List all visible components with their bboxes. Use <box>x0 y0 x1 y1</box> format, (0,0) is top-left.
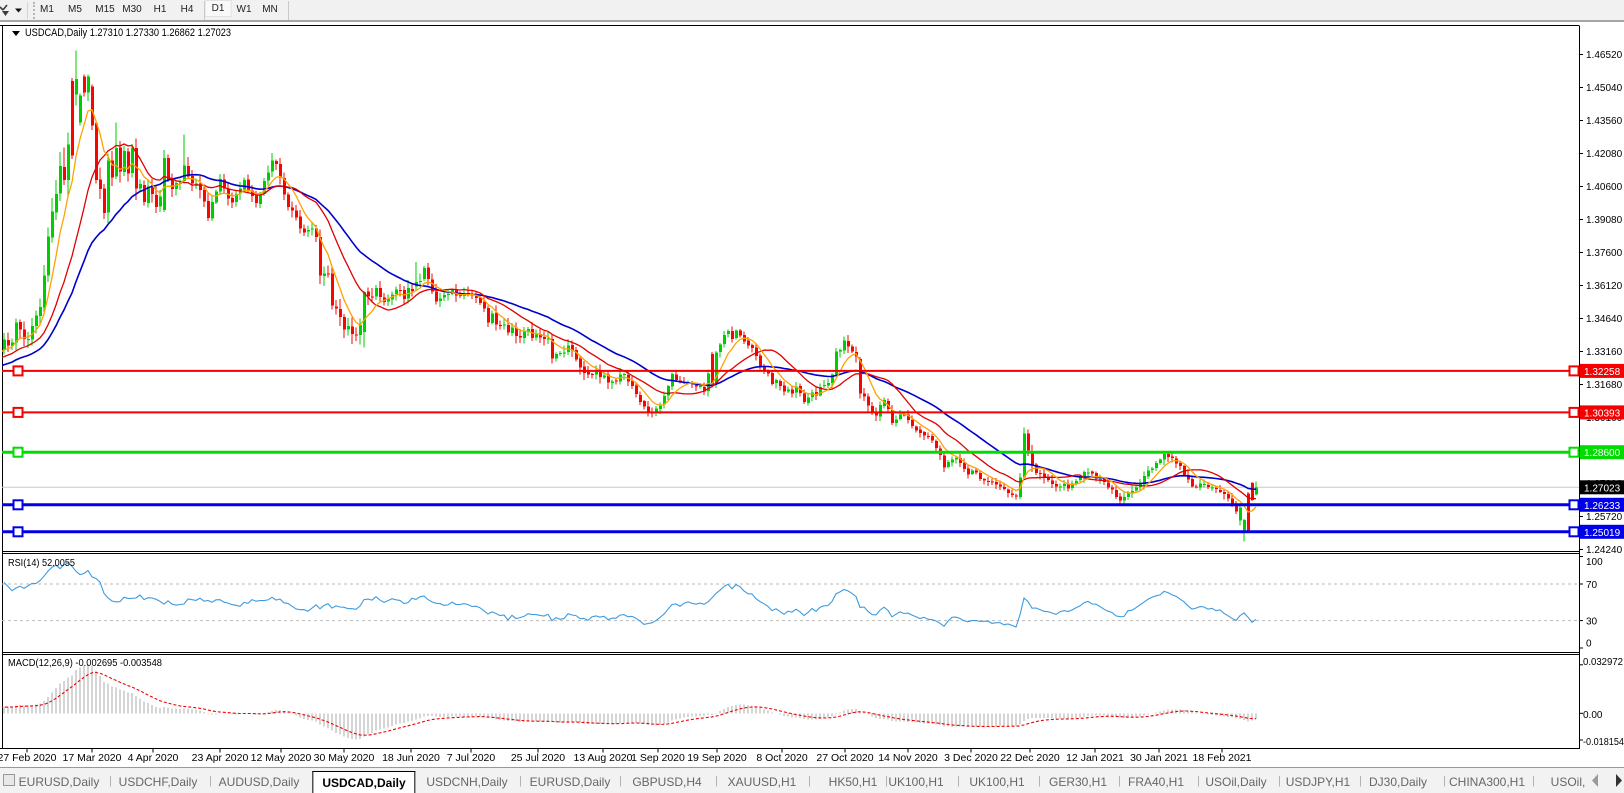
svg-text:1.37600: 1.37600 <box>1586 248 1623 259</box>
svg-text:USDCAD,Daily 1.27310 1.27330: USDCAD,Daily 1.27310 1.27330 1.26862 1.2… <box>25 27 231 39</box>
svg-text:MACD(12,26,9) -0.002695 -0.003: MACD(12,26,9) -0.002695 -0.003548 <box>8 658 162 669</box>
svg-text:4 Apr 2020: 4 Apr 2020 <box>128 752 179 764</box>
svg-text:-0.018154: -0.018154 <box>1583 737 1624 748</box>
svg-text:1 Sep 2020: 1 Sep 2020 <box>631 752 685 764</box>
svg-text:1.34640: 1.34640 <box>1586 314 1623 325</box>
svg-text:1.24240: 1.24240 <box>1586 545 1623 556</box>
svg-text:19 Sep 2020: 19 Sep 2020 <box>687 752 747 764</box>
svg-text:1.27023: 1.27023 <box>1584 483 1621 494</box>
svg-text:25 Jul 2020: 25 Jul 2020 <box>511 752 565 764</box>
svg-text:1.26233: 1.26233 <box>1584 501 1621 512</box>
svg-text:7 Jul 2020: 7 Jul 2020 <box>447 752 496 764</box>
svg-text:18 Feb 2021: 18 Feb 2021 <box>1193 752 1252 764</box>
svg-text:30 May 2020: 30 May 2020 <box>314 752 375 764</box>
svg-text:1.40600: 1.40600 <box>1586 182 1623 193</box>
svg-text:1.43560: 1.43560 <box>1586 116 1623 127</box>
svg-text:1.31680: 1.31680 <box>1586 380 1623 391</box>
svg-text:70: 70 <box>1586 580 1598 591</box>
svg-text:13 Aug 2020: 13 Aug 2020 <box>574 752 633 764</box>
svg-text:12 Jan 2021: 12 Jan 2021 <box>1066 752 1124 764</box>
svg-text:14 Nov 2020: 14 Nov 2020 <box>878 752 938 764</box>
svg-text:RSI(14) 52.0055: RSI(14) 52.0055 <box>8 558 75 569</box>
svg-text:17 Mar 2020: 17 Mar 2020 <box>63 752 122 764</box>
svg-text:27 Feb 2020: 27 Feb 2020 <box>0 752 57 764</box>
svg-text:1.33160: 1.33160 <box>1586 347 1623 358</box>
svg-text:1.25720: 1.25720 <box>1586 512 1623 523</box>
svg-text:23 Apr 2020: 23 Apr 2020 <box>192 752 249 764</box>
svg-text:8 Oct 2020: 8 Oct 2020 <box>756 752 808 764</box>
svg-text:1.45040: 1.45040 <box>1586 83 1623 94</box>
svg-text:1.25019: 1.25019 <box>1584 528 1621 539</box>
svg-text:30: 30 <box>1586 617 1598 628</box>
svg-text:1.32258: 1.32258 <box>1584 367 1621 378</box>
svg-text:22 Dec 2020: 22 Dec 2020 <box>1000 752 1060 764</box>
svg-text:27 Oct 2020: 27 Oct 2020 <box>816 752 873 764</box>
svg-text:100: 100 <box>1586 557 1603 568</box>
svg-text:0.032972: 0.032972 <box>1583 657 1623 668</box>
svg-text:1.30393: 1.30393 <box>1584 408 1621 419</box>
svg-text:12 May 2020: 12 May 2020 <box>251 752 312 764</box>
svg-text:1.39080: 1.39080 <box>1586 215 1623 226</box>
svg-text:0.00: 0.00 <box>1583 710 1603 721</box>
svg-text:1.28600: 1.28600 <box>1584 448 1621 459</box>
svg-text:3 Dec 2020: 3 Dec 2020 <box>944 752 998 764</box>
svg-text:0: 0 <box>1586 639 1592 650</box>
svg-text:30 Jan 2021: 30 Jan 2021 <box>1130 752 1188 764</box>
svg-text:1.36120: 1.36120 <box>1586 281 1623 292</box>
svg-text:1.42080: 1.42080 <box>1586 149 1623 160</box>
svg-text:18 Jun 2020: 18 Jun 2020 <box>382 752 440 764</box>
svg-text:1.46520: 1.46520 <box>1586 50 1623 61</box>
